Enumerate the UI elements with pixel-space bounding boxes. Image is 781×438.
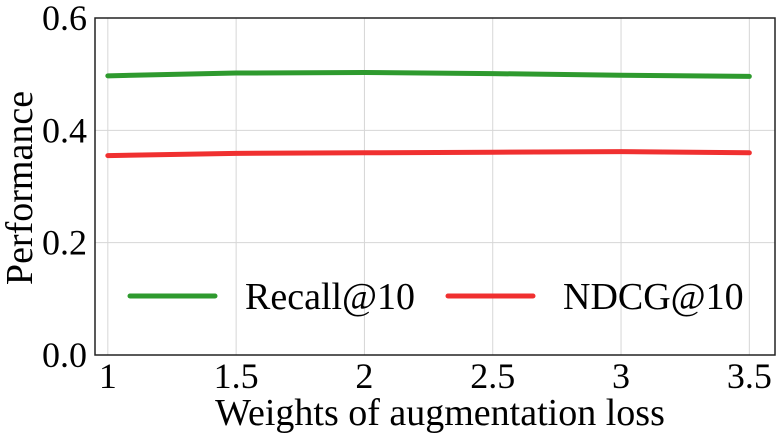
x-tick-label: 3.5	[727, 356, 772, 396]
data-point	[747, 151, 751, 155]
data-point	[106, 74, 110, 78]
y-tick-label: 0.4	[42, 110, 87, 150]
data-point	[491, 72, 495, 76]
data-point	[362, 151, 366, 155]
data-point	[106, 154, 110, 158]
data-point	[619, 150, 623, 154]
series-line-ndcg-10	[105, 149, 752, 159]
x-tick-label: 3	[612, 356, 630, 396]
legend-label: Recall@10	[245, 276, 415, 318]
x-tick-label: 1	[99, 356, 117, 396]
data-point	[747, 74, 751, 78]
y-tick-label: 0.2	[42, 223, 87, 263]
x-tick-label: 1.5	[214, 356, 259, 396]
x-tick-label: 2.5	[470, 356, 515, 396]
data-point	[234, 71, 238, 75]
legend: Recall@10 NDCG@10	[127, 276, 744, 318]
data-point	[491, 150, 495, 154]
data-point	[619, 73, 623, 77]
x-tick-label: 2	[355, 356, 373, 396]
data-point	[234, 151, 238, 155]
series-lines	[105, 69, 752, 159]
y-axis-ticks: 0.0 0.2 0.4 0.6	[42, 0, 87, 375]
x-axis-label: Weights of augmentation loss	[215, 392, 665, 434]
y-tick-label: 0.6	[42, 0, 87, 38]
y-axis-label: Performance	[0, 91, 41, 285]
data-point	[362, 70, 366, 74]
series-line-recall-10	[105, 69, 752, 79]
x-axis-ticks: 1 1.5 2 2.5 3 3.5	[99, 356, 772, 396]
y-tick-label: 0.0	[42, 335, 87, 375]
legend-label: NDCG@10	[563, 276, 744, 318]
plot-frame	[94, 17, 776, 356]
